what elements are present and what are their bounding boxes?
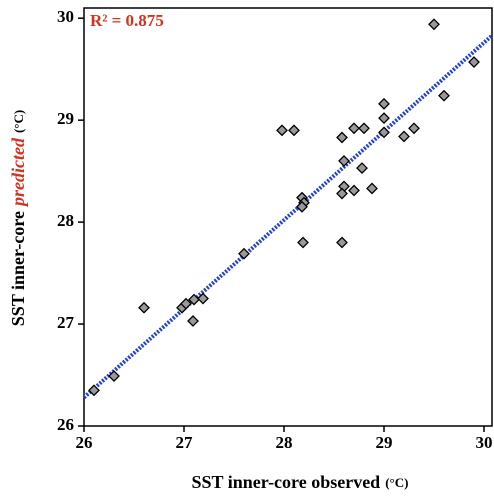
data-point — [378, 97, 390, 110]
data-point — [468, 56, 480, 68]
data-point — [180, 297, 192, 310]
data-point — [188, 293, 200, 306]
data-point — [197, 292, 209, 305]
x-label-main: SST inner-core observed — [192, 472, 381, 492]
data-point — [356, 162, 368, 174]
data-point — [288, 124, 300, 137]
x-tick-label: 28 — [276, 433, 293, 452]
data-point — [438, 89, 450, 102]
y-tick-label: 27 — [57, 313, 75, 332]
r-squared: R² = 0.875 — [90, 11, 164, 30]
data-point — [358, 122, 370, 135]
data-point — [297, 236, 309, 249]
data-point — [338, 155, 350, 167]
x-tick-label: 30 — [476, 433, 493, 452]
y-tick-label: 28 — [57, 211, 74, 230]
y-tick-label: 30 — [57, 7, 74, 26]
y-label-main: SST inner-core — [8, 211, 28, 326]
data-point — [296, 200, 308, 213]
data-point — [378, 112, 390, 125]
data-point — [336, 131, 348, 144]
x-axis-label: SST inner-core observed (°C) — [192, 472, 409, 492]
data-point — [428, 18, 440, 31]
x-tick-label: 27 — [176, 433, 194, 452]
x-tick-label: 29 — [376, 433, 393, 452]
data-point — [108, 370, 120, 382]
trend-line — [82, 34, 494, 399]
y-tick-label: 29 — [57, 109, 74, 128]
data-point — [366, 182, 378, 195]
y-tick-label: 26 — [57, 415, 74, 434]
data-point — [138, 301, 150, 314]
data-point — [378, 126, 390, 139]
plot-frame — [83, 7, 493, 427]
x-tick-label: 26 — [76, 433, 93, 452]
data-point — [276, 124, 288, 137]
data-point — [398, 130, 410, 143]
x-label-unit: (°C) — [385, 475, 408, 490]
data-point — [336, 187, 348, 200]
data-point — [348, 184, 360, 197]
y-label-unit: (°C) — [11, 110, 26, 133]
data-point — [408, 122, 420, 135]
data-point — [88, 384, 100, 397]
data-point — [348, 122, 360, 135]
y-label-accent: predicted — [8, 137, 28, 208]
data-point — [187, 315, 199, 327]
data-point — [238, 247, 250, 260]
y-axis-label: SST inner-core predicted (°C) — [8, 110, 28, 326]
data-point — [336, 236, 348, 249]
